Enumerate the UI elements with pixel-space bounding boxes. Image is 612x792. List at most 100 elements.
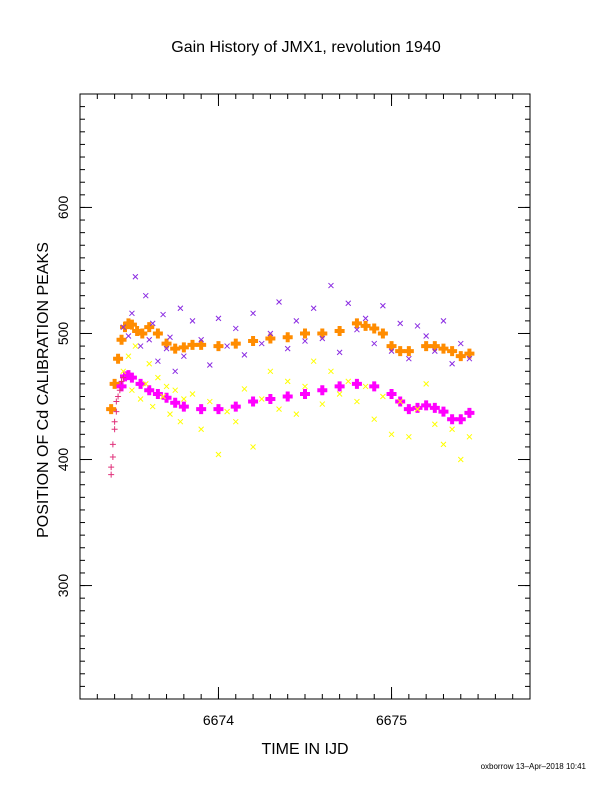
data-point-series-1 bbox=[135, 378, 146, 389]
data-point-series-2 bbox=[258, 340, 265, 347]
data-point-series-1 bbox=[265, 394, 276, 405]
data-point-series-2 bbox=[466, 355, 473, 362]
axis-ticks bbox=[79, 93, 531, 700]
data-point-series-2 bbox=[405, 355, 412, 362]
data-point-series-0 bbox=[351, 318, 362, 329]
data-point-series-1 bbox=[161, 392, 172, 403]
data-point-series-2 bbox=[250, 310, 256, 317]
data-point-series-0 bbox=[109, 378, 120, 389]
data-point-series-4 bbox=[111, 426, 118, 433]
data-point-series-1 bbox=[464, 407, 475, 418]
data-point-series-2 bbox=[440, 318, 447, 324]
data-point-series-2 bbox=[142, 292, 149, 299]
data-point-series-3 bbox=[466, 433, 473, 440]
data-point-series-2 bbox=[163, 345, 170, 352]
data-point-series-2 bbox=[120, 324, 127, 331]
data-point-series-2 bbox=[132, 273, 139, 280]
data-point-series-0 bbox=[213, 341, 224, 352]
data-point-series-3 bbox=[405, 433, 412, 440]
data-point-series-3 bbox=[125, 353, 132, 360]
data-point-series-3 bbox=[177, 418, 184, 425]
data-point-series-2 bbox=[457, 340, 464, 347]
data-point-series-4 bbox=[116, 387, 123, 394]
data-point-series-2 bbox=[198, 336, 205, 343]
data-point-series-3 bbox=[319, 401, 326, 407]
data-point-series-2 bbox=[172, 368, 179, 375]
data-point-series-2 bbox=[137, 343, 144, 349]
data-point-series-2 bbox=[302, 338, 308, 344]
data-point-series-0 bbox=[438, 343, 449, 354]
data-point-series-3 bbox=[172, 387, 179, 394]
data-point-series-3 bbox=[302, 383, 308, 390]
data-point-series-1 bbox=[334, 381, 345, 392]
data-point-series-3 bbox=[397, 398, 404, 405]
data-point-series-1 bbox=[412, 402, 423, 413]
data-point-series-0 bbox=[230, 338, 241, 349]
data-point-series-2 bbox=[267, 330, 274, 337]
data-point-series-3 bbox=[198, 426, 205, 433]
plot-marks bbox=[106, 273, 475, 478]
y-tick-label: 400 bbox=[55, 448, 71, 472]
data-point-series-2 bbox=[215, 315, 222, 322]
data-point-series-2 bbox=[160, 311, 166, 318]
data-point-series-1 bbox=[403, 404, 414, 415]
data-point-series-1 bbox=[447, 414, 458, 425]
data-point-series-4 bbox=[109, 441, 116, 448]
data-point-series-3 bbox=[129, 387, 135, 394]
data-point-series-1 bbox=[230, 401, 241, 412]
data-point-series-3 bbox=[142, 381, 149, 387]
data-point-series-0 bbox=[106, 404, 117, 415]
data-point-series-2 bbox=[431, 348, 438, 354]
data-point-series-0 bbox=[386, 341, 397, 352]
data-point-series-3 bbox=[267, 368, 274, 375]
data-point-series-1 bbox=[213, 404, 224, 415]
data-point-series-3 bbox=[380, 393, 386, 400]
data-point-series-2 bbox=[371, 340, 378, 347]
data-point-series-3 bbox=[250, 444, 256, 450]
data-point-series-3 bbox=[284, 378, 291, 385]
data-point-series-2 bbox=[180, 353, 187, 360]
data-point-series-2 bbox=[284, 345, 291, 352]
data-point-series-0 bbox=[395, 346, 406, 357]
data-point-series-3 bbox=[293, 411, 300, 417]
data-point-series-3 bbox=[457, 456, 464, 463]
data-point-series-1 bbox=[421, 400, 432, 411]
data-point-series-3 bbox=[258, 396, 265, 402]
data-point-series-0 bbox=[421, 341, 432, 352]
data-point-series-3 bbox=[160, 393, 166, 400]
data-point-series-0 bbox=[161, 338, 172, 349]
data-point-series-2 bbox=[328, 282, 334, 289]
data-point-series-2 bbox=[232, 325, 239, 332]
data-point-series-4 bbox=[120, 374, 127, 381]
data-point-series-4 bbox=[113, 398, 120, 405]
y-tick-label: 500 bbox=[55, 322, 71, 346]
data-point-series-1 bbox=[369, 381, 380, 392]
data-point-series-2 bbox=[206, 362, 213, 368]
data-point-series-3 bbox=[167, 411, 173, 417]
data-point-series-3 bbox=[423, 381, 430, 387]
data-point-series-0 bbox=[360, 320, 371, 331]
data-point-series-2 bbox=[310, 305, 317, 312]
axis-tick-labels: 6674 6675 300 400 500 600 bbox=[55, 196, 407, 728]
data-point-series-1 bbox=[386, 388, 397, 399]
data-point-series-0 bbox=[369, 323, 380, 334]
data-point-series-2 bbox=[319, 335, 326, 342]
data-point-series-3 bbox=[431, 421, 438, 428]
data-point-series-3 bbox=[388, 431, 395, 438]
data-point-series-2 bbox=[177, 305, 184, 312]
data-point-series-0 bbox=[447, 346, 458, 357]
data-point-series-3 bbox=[310, 358, 317, 365]
data-point-series-3 bbox=[146, 360, 153, 367]
y-tick-label: 600 bbox=[55, 196, 71, 220]
data-point-series-1 bbox=[455, 414, 466, 425]
data-point-series-1 bbox=[300, 388, 310, 399]
data-point-series-0 bbox=[116, 334, 127, 345]
data-point-series-0 bbox=[113, 353, 124, 364]
data-point-series-2 bbox=[362, 315, 369, 322]
data-point-series-0 bbox=[144, 322, 155, 333]
data-point-series-4 bbox=[108, 464, 115, 471]
data-point-series-3 bbox=[449, 426, 455, 433]
data-point-series-3 bbox=[336, 391, 343, 397]
data-point-series-2 bbox=[129, 310, 135, 317]
data-point-series-2 bbox=[345, 300, 352, 307]
